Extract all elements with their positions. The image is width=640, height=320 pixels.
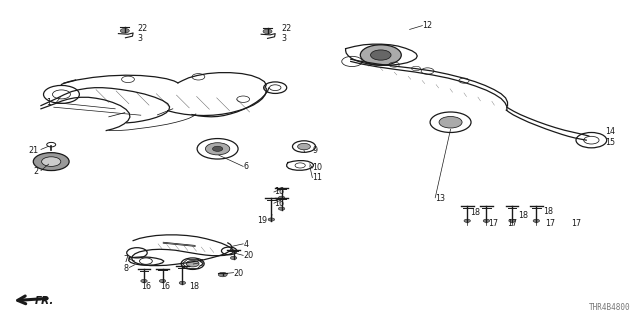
- Text: 11: 11: [312, 173, 323, 182]
- Text: 20: 20: [234, 269, 244, 278]
- Circle shape: [360, 45, 401, 65]
- Text: 16: 16: [274, 199, 284, 208]
- Text: 3: 3: [138, 34, 143, 43]
- Text: 17: 17: [545, 220, 556, 228]
- Text: 17: 17: [507, 220, 517, 228]
- Circle shape: [141, 279, 147, 283]
- Circle shape: [263, 29, 272, 34]
- Text: 5: 5: [198, 260, 204, 268]
- Text: 17: 17: [571, 220, 581, 228]
- Text: 16: 16: [160, 282, 170, 291]
- Text: 7: 7: [123, 255, 128, 264]
- Text: 4: 4: [243, 240, 248, 249]
- Circle shape: [42, 157, 61, 166]
- Text: 15: 15: [605, 138, 615, 147]
- Text: 18: 18: [518, 212, 529, 220]
- Circle shape: [533, 219, 540, 222]
- Text: 21: 21: [28, 146, 38, 155]
- Circle shape: [298, 143, 310, 150]
- Text: 22: 22: [138, 24, 148, 33]
- Circle shape: [120, 28, 129, 33]
- Text: 18: 18: [470, 208, 481, 217]
- Text: 8: 8: [123, 264, 128, 273]
- Circle shape: [230, 256, 237, 260]
- Text: 6: 6: [243, 162, 248, 171]
- Circle shape: [483, 219, 490, 222]
- Text: 12: 12: [422, 21, 433, 30]
- Text: 18: 18: [543, 207, 553, 216]
- Circle shape: [268, 218, 275, 221]
- Text: 1: 1: [46, 98, 51, 107]
- Text: 20: 20: [243, 252, 253, 260]
- Circle shape: [439, 116, 462, 128]
- Circle shape: [509, 219, 515, 222]
- Text: 3: 3: [282, 34, 287, 43]
- Text: 10: 10: [312, 164, 323, 172]
- Text: 18: 18: [189, 282, 200, 291]
- Circle shape: [159, 279, 166, 283]
- Text: THR4B4800: THR4B4800: [589, 303, 630, 312]
- Circle shape: [33, 153, 69, 171]
- Circle shape: [218, 272, 227, 277]
- Text: 17: 17: [488, 220, 498, 228]
- Text: 9: 9: [312, 146, 317, 155]
- Text: FR.: FR.: [35, 296, 54, 306]
- Circle shape: [179, 281, 186, 284]
- Circle shape: [205, 143, 230, 155]
- Text: 16: 16: [141, 282, 151, 291]
- Text: 2: 2: [33, 167, 38, 176]
- Circle shape: [464, 219, 470, 222]
- Circle shape: [278, 196, 285, 199]
- Circle shape: [212, 146, 223, 151]
- Text: 13: 13: [435, 194, 445, 203]
- Text: 22: 22: [282, 24, 292, 33]
- Circle shape: [371, 50, 391, 60]
- Text: 16: 16: [274, 188, 284, 196]
- Circle shape: [186, 260, 199, 267]
- Text: 19: 19: [257, 216, 268, 225]
- Text: 14: 14: [605, 127, 615, 136]
- Circle shape: [278, 207, 285, 210]
